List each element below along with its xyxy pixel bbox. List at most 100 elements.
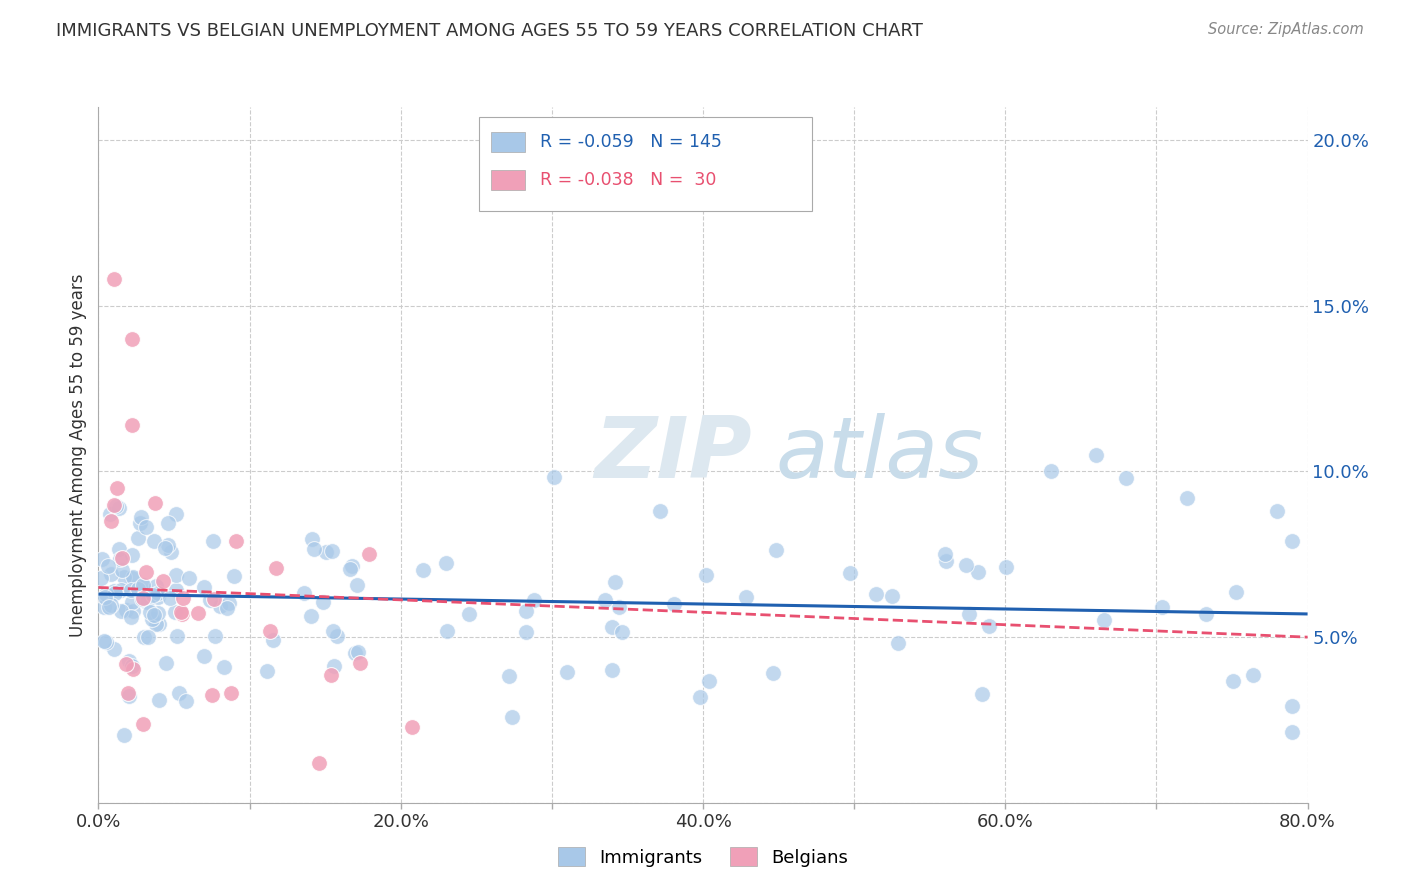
Point <box>100 567 122 582</box>
Point <box>308 756 330 771</box>
Point <box>135 595 157 609</box>
Point <box>148 616 170 631</box>
Point <box>612 624 634 639</box>
Point <box>1225 585 1247 599</box>
Point <box>934 547 956 561</box>
Point <box>121 659 143 673</box>
Point <box>100 514 122 528</box>
Legend: Immigrants, Belgians: Immigrants, Belgians <box>551 840 855 874</box>
Point <box>198 593 221 607</box>
Point <box>108 501 131 516</box>
Point <box>522 593 544 607</box>
Point <box>114 603 136 617</box>
Point <box>955 558 977 572</box>
Point <box>299 608 322 623</box>
Point <box>218 596 240 610</box>
Point <box>94 587 117 601</box>
Point <box>132 577 155 591</box>
Point <box>166 628 188 642</box>
Point <box>222 569 245 583</box>
Point <box>120 609 142 624</box>
Point <box>121 595 143 609</box>
Point <box>458 607 481 621</box>
Point <box>1085 448 1108 462</box>
Point <box>412 563 434 577</box>
Text: Source: ZipAtlas.com: Source: ZipAtlas.com <box>1208 22 1364 37</box>
Point <box>340 559 363 574</box>
Point <box>134 630 156 644</box>
Point <box>93 599 115 614</box>
Point <box>689 690 711 704</box>
Point <box>935 554 957 568</box>
Point <box>170 607 193 621</box>
Point <box>90 571 112 585</box>
Point <box>315 545 337 559</box>
Point <box>1267 504 1289 518</box>
Point <box>697 674 720 689</box>
Point <box>735 591 758 605</box>
Point <box>498 669 520 683</box>
Point <box>214 660 236 674</box>
Point <box>865 587 887 601</box>
Text: ZIP: ZIP <box>593 413 751 497</box>
Point <box>103 272 125 286</box>
Point <box>115 657 138 672</box>
Point <box>135 565 157 579</box>
Point <box>127 582 149 596</box>
Point <box>302 542 325 557</box>
Point <box>120 582 142 597</box>
Point <box>193 649 215 664</box>
Point <box>292 586 315 600</box>
Point <box>264 561 287 575</box>
Point <box>105 481 128 495</box>
Point <box>103 498 125 512</box>
Point <box>1175 491 1198 505</box>
Point <box>555 665 578 679</box>
Point <box>97 558 120 573</box>
Point <box>132 591 155 605</box>
Point <box>765 542 787 557</box>
Point <box>136 630 159 644</box>
Point <box>174 694 197 708</box>
Point <box>121 332 143 346</box>
Point <box>312 595 335 609</box>
Point <box>1281 533 1303 548</box>
Point <box>169 686 191 700</box>
Point <box>838 566 860 580</box>
Point <box>121 418 143 433</box>
Point <box>103 642 125 657</box>
Point <box>172 591 194 606</box>
Point <box>117 654 139 668</box>
Point <box>967 565 990 579</box>
Point <box>301 532 323 546</box>
Point <box>201 533 224 548</box>
Point <box>165 583 187 598</box>
Point <box>103 584 125 599</box>
Point <box>98 507 121 521</box>
Point <box>259 624 281 638</box>
Point <box>143 533 166 548</box>
Point <box>401 720 423 734</box>
Point <box>132 717 155 731</box>
Point <box>886 636 908 650</box>
Point <box>145 579 167 593</box>
Point <box>159 544 181 558</box>
Point <box>159 591 181 605</box>
Point <box>221 686 243 700</box>
Point <box>93 634 115 648</box>
Point <box>322 624 344 639</box>
Point <box>326 629 349 643</box>
Point <box>97 600 120 615</box>
Point <box>143 496 166 510</box>
Point <box>156 516 179 530</box>
Bar <box>492 132 526 152</box>
FancyBboxPatch shape <box>479 118 811 211</box>
Point <box>104 586 127 600</box>
Point <box>201 689 224 703</box>
Y-axis label: Unemployment Among Ages 55 to 59 years: Unemployment Among Ages 55 to 59 years <box>69 273 87 637</box>
Point <box>110 552 132 566</box>
Point <box>970 687 993 701</box>
Point <box>179 571 201 585</box>
Point <box>127 531 149 545</box>
Point <box>148 692 170 706</box>
